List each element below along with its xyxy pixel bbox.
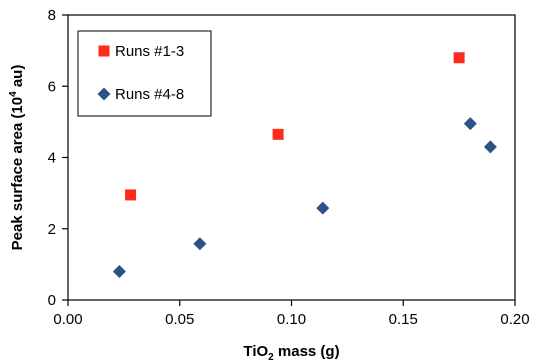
x-axis-title: TiO2 mass (g) bbox=[243, 343, 339, 363]
data-point-diamond bbox=[463, 117, 477, 131]
legend-items: Runs #1-3 Runs #4-8 bbox=[97, 43, 184, 103]
data-point-diamond bbox=[193, 237, 207, 251]
data-point-square bbox=[453, 52, 465, 64]
legend: Runs #1-3 Runs #4-8 bbox=[77, 30, 212, 117]
data-point-square bbox=[272, 128, 284, 140]
y-tick-label: 6 bbox=[48, 78, 56, 95]
axes: 0.00 0.05 0.10 0.15 0.20 0 2 4 6 8 bbox=[48, 7, 530, 328]
y-tick-label: 2 bbox=[48, 221, 56, 238]
y-tick-label: 8 bbox=[48, 7, 56, 24]
data-points bbox=[112, 52, 497, 278]
data-point-diamond bbox=[483, 140, 497, 154]
x-tick-label: 0.20 bbox=[500, 311, 529, 328]
x-tick-label: 0.05 bbox=[165, 311, 194, 328]
legend-box bbox=[77, 30, 212, 117]
x-tick-label: 0.10 bbox=[277, 311, 306, 328]
data-point-diamond bbox=[112, 265, 126, 278]
legend-label: Runs #4-8 bbox=[115, 86, 184, 103]
legend-label: Runs #1-3 bbox=[115, 43, 184, 60]
y-axis-title: Peak surface area (104 au) bbox=[8, 65, 26, 251]
x-tick-label: 0.15 bbox=[389, 311, 418, 328]
y-tick-label: 4 bbox=[48, 150, 56, 167]
x-tick-label: 0.00 bbox=[53, 311, 82, 328]
y-tick-label: 0 bbox=[48, 292, 56, 309]
data-point-square bbox=[125, 189, 137, 201]
legend-marker bbox=[98, 45, 110, 57]
data-point-diamond bbox=[316, 201, 330, 215]
legend-marker bbox=[97, 87, 111, 101]
